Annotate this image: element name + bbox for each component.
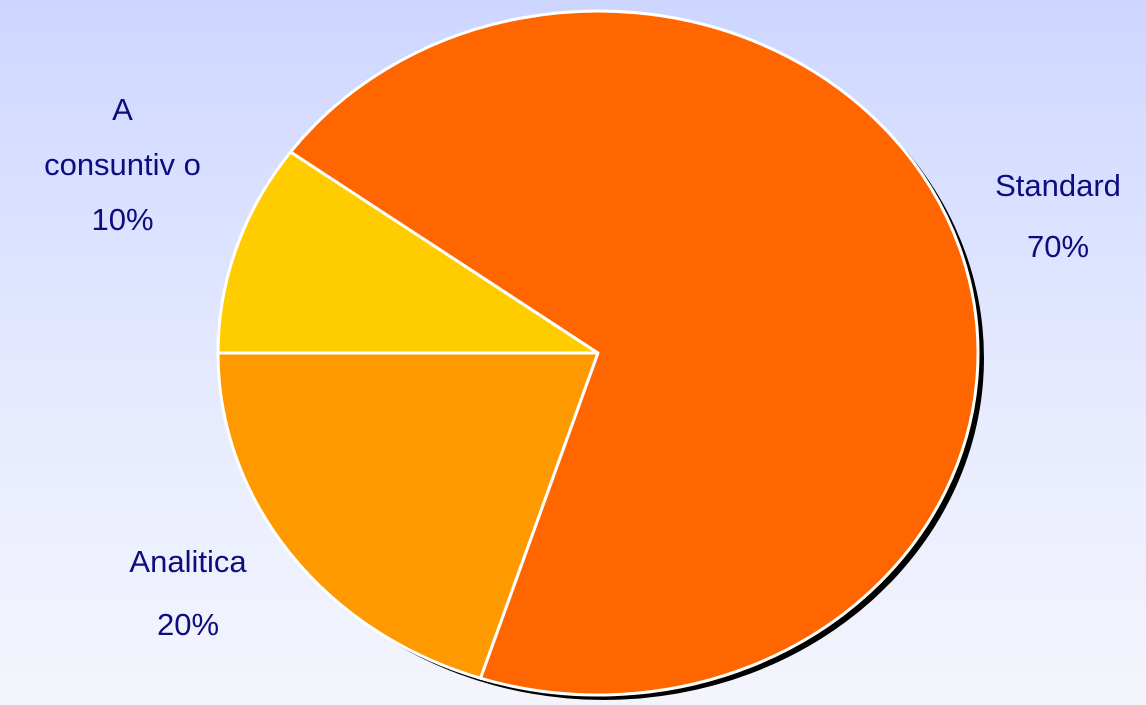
label-standard: Standard 70% xyxy=(968,170,1146,262)
label-a-consuntivo: A consuntiv o 10% xyxy=(20,94,225,235)
label-standard-name: Standard xyxy=(995,168,1121,203)
label-a-consuntivo-line2: consuntiv o xyxy=(44,147,201,182)
label-analitica-percent: 20% xyxy=(156,607,220,642)
slice-standard xyxy=(289,9,980,697)
slice-a-consuntivo xyxy=(216,150,600,355)
pie-slices xyxy=(216,9,980,697)
slice-analitica xyxy=(216,351,600,680)
label-a-consuntivo-line1: A xyxy=(112,92,133,127)
label-analitica: Analitica 20% xyxy=(88,546,288,640)
label-standard-percent: 70% xyxy=(1026,229,1090,264)
label-analitica-name: Analitica xyxy=(129,544,247,579)
label-a-consuntivo-percent: 10% xyxy=(91,202,154,237)
